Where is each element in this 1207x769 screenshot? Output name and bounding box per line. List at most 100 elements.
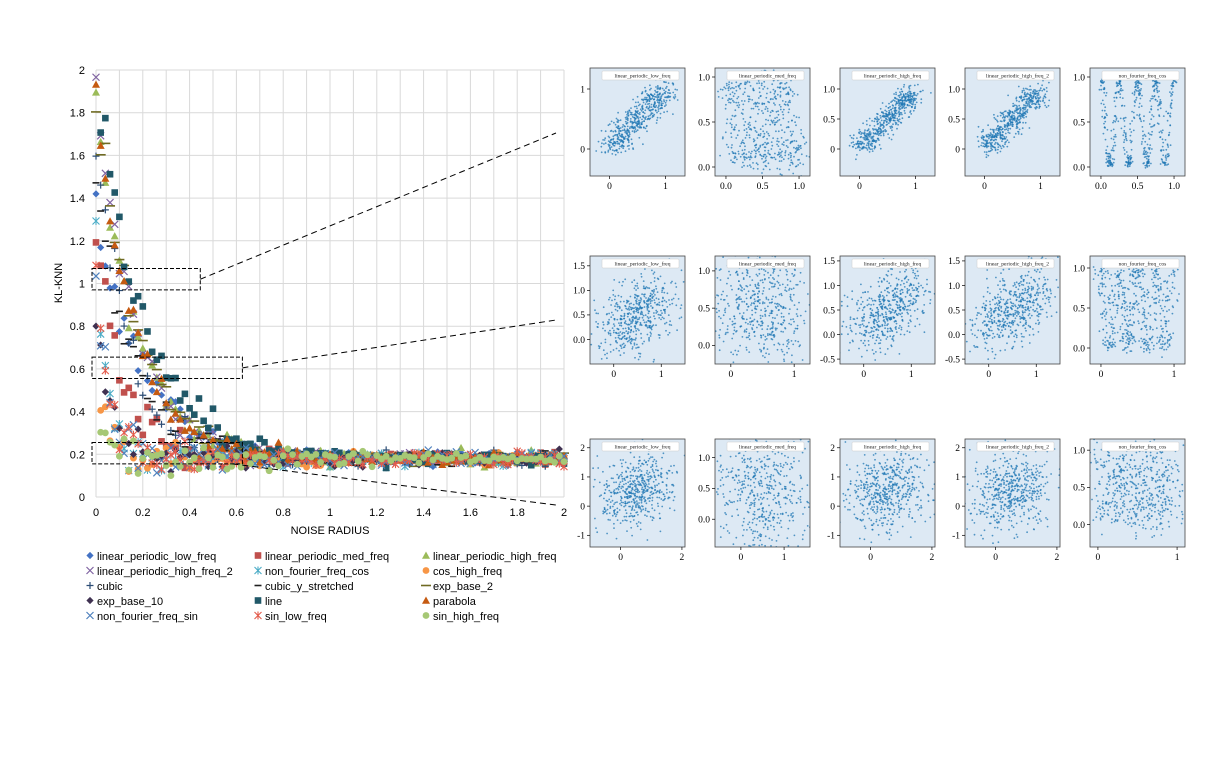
sample-point bbox=[1119, 96, 1122, 99]
sample-point bbox=[1015, 107, 1018, 110]
sample-point bbox=[1035, 97, 1037, 100]
sample-point bbox=[731, 144, 733, 146]
sample-point bbox=[661, 300, 663, 303]
sample-point bbox=[862, 136, 865, 139]
sample-point bbox=[991, 134, 994, 137]
sample-point bbox=[1015, 123, 1018, 125]
sample-point bbox=[1154, 98, 1157, 101]
sample-point bbox=[664, 92, 666, 95]
sample-point bbox=[748, 134, 751, 137]
sample-point bbox=[1171, 91, 1174, 93]
sample-point bbox=[885, 120, 888, 123]
sample-point bbox=[1112, 120, 1115, 122]
sample-point bbox=[728, 153, 731, 155]
sample-point bbox=[1122, 134, 1125, 137]
sample-point bbox=[647, 297, 650, 299]
sample-point bbox=[786, 340, 788, 342]
sample-point bbox=[645, 125, 648, 128]
sample-point bbox=[742, 161, 744, 164]
subplot-background bbox=[1090, 68, 1185, 176]
sample-point bbox=[1129, 157, 1132, 160]
sample-point bbox=[743, 91, 746, 94]
sample-point bbox=[656, 88, 659, 90]
sample-point bbox=[641, 105, 644, 108]
sample-point bbox=[608, 298, 610, 301]
sample-point bbox=[879, 114, 882, 117]
sample-point bbox=[990, 145, 992, 148]
sample-point bbox=[625, 118, 628, 121]
sample-point bbox=[647, 299, 650, 302]
data-point bbox=[368, 463, 376, 471]
sample-point bbox=[999, 120, 1002, 122]
sample-point bbox=[852, 146, 854, 148]
sample-point bbox=[994, 141, 997, 144]
sample-point bbox=[659, 112, 662, 115]
sample-point bbox=[1129, 128, 1131, 131]
sample-point bbox=[777, 130, 780, 133]
sample-point bbox=[1115, 91, 1118, 94]
sample-point bbox=[621, 136, 623, 139]
data-point bbox=[143, 350, 152, 358]
data-point bbox=[97, 262, 104, 269]
sample-point bbox=[602, 139, 604, 141]
sample-point bbox=[1137, 86, 1140, 89]
data-point bbox=[200, 444, 208, 452]
sample-point bbox=[611, 149, 614, 152]
sample-point bbox=[730, 82, 733, 84]
sample-point bbox=[618, 337, 621, 340]
sample-point bbox=[621, 144, 623, 147]
sample-point bbox=[617, 336, 620, 339]
sample-point bbox=[1018, 128, 1021, 131]
subplot-y-tick-label: 0 bbox=[580, 145, 585, 155]
sample-point bbox=[1121, 89, 1124, 92]
sample-point bbox=[1104, 106, 1107, 109]
sample-point bbox=[778, 86, 781, 89]
sample-point bbox=[772, 88, 775, 91]
sample-point bbox=[628, 305, 631, 308]
data-point bbox=[129, 450, 138, 459]
sample-point bbox=[915, 94, 918, 97]
data-point bbox=[106, 223, 115, 231]
sample-point bbox=[614, 130, 617, 133]
sample-point bbox=[894, 106, 897, 109]
x-tick-label: 0.8 bbox=[276, 507, 291, 519]
sample-point bbox=[912, 109, 915, 112]
sample-point bbox=[745, 336, 748, 339]
sample-point bbox=[631, 281, 633, 284]
zoom-region-box bbox=[91, 268, 201, 291]
sample-point bbox=[758, 82, 761, 84]
sample-point bbox=[1004, 110, 1007, 113]
sample-point bbox=[773, 156, 776, 159]
sample-point bbox=[1148, 123, 1151, 125]
sample-point bbox=[663, 111, 665, 114]
sample-point bbox=[888, 137, 891, 139]
sample-point bbox=[664, 96, 666, 99]
sample-point bbox=[1148, 147, 1151, 149]
sample-point bbox=[602, 349, 605, 352]
sample-point bbox=[637, 125, 639, 128]
sample-point bbox=[1123, 139, 1126, 141]
sample-point bbox=[991, 141, 993, 144]
sample-point bbox=[672, 297, 675, 300]
sample-point bbox=[661, 289, 664, 292]
data-point bbox=[513, 447, 522, 456]
sample-point bbox=[1171, 85, 1174, 88]
sample-point bbox=[658, 301, 661, 304]
sample-point bbox=[735, 81, 738, 84]
sample-point bbox=[652, 360, 655, 363]
sample-point bbox=[890, 101, 892, 103]
sample-point bbox=[730, 118, 733, 121]
sample-point bbox=[610, 146, 613, 148]
sample-point bbox=[609, 332, 612, 335]
sample-point bbox=[875, 128, 877, 131]
sample-point bbox=[734, 152, 737, 155]
sample-point bbox=[868, 140, 871, 143]
sample-point bbox=[613, 141, 615, 143]
sample-point bbox=[1044, 104, 1047, 107]
sample-point bbox=[999, 125, 1001, 128]
sample-point bbox=[626, 112, 629, 115]
sample-point bbox=[1164, 156, 1167, 158]
sample-point bbox=[1138, 106, 1140, 108]
sample-point bbox=[863, 133, 866, 136]
data-point bbox=[124, 324, 133, 332]
